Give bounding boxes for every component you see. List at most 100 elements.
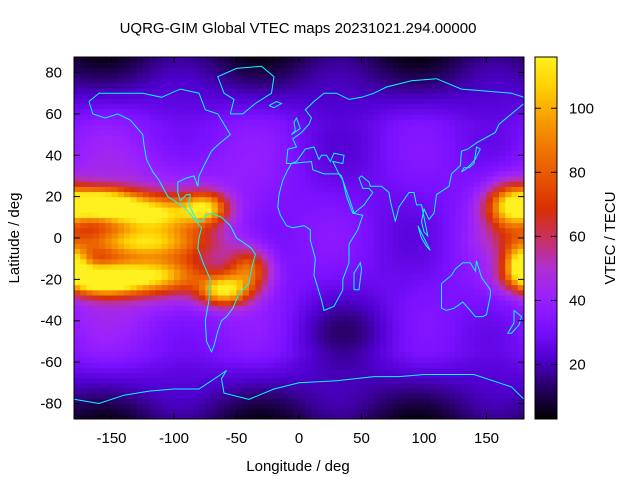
heatmap-cell — [511, 300, 519, 306]
heatmap-cell — [499, 108, 506, 115]
heatmap-cell — [492, 144, 500, 151]
heatmap-cell — [461, 289, 469, 296]
heatmap-cell — [449, 222, 456, 229]
heatmap-cell — [467, 320, 475, 327]
heatmap-cell — [430, 408, 438, 415]
heatmap-cell — [517, 289, 524, 296]
heatmap-cell — [186, 341, 194, 348]
heatmap-cell — [467, 181, 475, 187]
heatmap-cell — [430, 263, 438, 270]
heatmap-cell — [374, 186, 381, 193]
heatmap-cell — [355, 134, 363, 141]
heatmap-cell — [355, 413, 363, 419]
heatmap-cell — [411, 108, 419, 115]
heatmap-cell — [361, 108, 369, 115]
heatmap-cell — [517, 217, 524, 224]
heatmap-cell — [124, 181, 131, 187]
heatmap-cell — [180, 269, 188, 275]
heatmap-cell — [261, 175, 269, 182]
heatmap-cell — [86, 403, 94, 410]
heatmap-cell — [305, 206, 313, 213]
heatmap-cell — [311, 165, 319, 172]
heatmap-cell — [86, 284, 94, 291]
heatmap-cell — [305, 382, 313, 389]
heatmap-cell — [255, 294, 263, 301]
heatmap-cell — [280, 139, 288, 146]
heatmap-cell — [461, 88, 469, 94]
heatmap-cell — [105, 165, 113, 172]
heatmap-cell — [236, 206, 244, 213]
heatmap-cell — [286, 93, 294, 99]
heatmap-cell — [342, 243, 350, 249]
heatmap-cell — [342, 88, 350, 94]
heatmap-cell — [280, 165, 288, 172]
heatmap-cell — [155, 103, 163, 110]
heatmap-cell — [192, 382, 200, 389]
heatmap-cell — [374, 398, 381, 405]
heatmap-cell — [286, 150, 294, 156]
heatmap-cell — [142, 206, 150, 213]
heatmap-cell — [280, 336, 288, 343]
heatmap-cell — [124, 403, 131, 410]
heatmap-cell — [192, 124, 200, 130]
heatmap-cell — [155, 67, 163, 74]
heatmap-cell — [155, 351, 163, 358]
heatmap-cell — [286, 305, 294, 311]
heatmap-cell — [117, 113, 125, 120]
heatmap-cell — [330, 274, 338, 280]
heatmap-cell — [105, 217, 113, 224]
heatmap-cell — [261, 160, 269, 167]
heatmap-cell — [349, 113, 356, 120]
heatmap-cell — [517, 124, 524, 130]
heatmap-cell — [442, 103, 450, 110]
heatmap-cell — [455, 160, 463, 167]
heatmap-cell — [517, 356, 524, 363]
heatmap-cell — [211, 93, 219, 99]
heatmap-cell — [111, 238, 119, 244]
heatmap-cell — [186, 315, 194, 322]
heatmap-cell — [430, 238, 438, 244]
heatmap-cell — [305, 155, 313, 162]
heatmap-cell — [111, 377, 119, 384]
heatmap-cell — [136, 196, 144, 203]
heatmap-cell — [124, 206, 131, 213]
heatmap-cell — [355, 356, 363, 363]
heatmap-cell — [236, 217, 244, 224]
heatmap-cell — [480, 413, 488, 419]
heatmap-cell — [224, 201, 231, 208]
heatmap-cell — [486, 279, 494, 286]
heatmap-cell — [499, 253, 506, 260]
heatmap-cell — [436, 150, 444, 156]
heatmap-cell — [261, 336, 269, 343]
heatmap-cell — [392, 300, 400, 306]
heatmap-cell — [80, 119, 88, 125]
heatmap-cell — [442, 393, 450, 399]
heatmap-cell — [236, 305, 244, 311]
heatmap-cell — [74, 124, 81, 130]
heatmap-cell — [311, 62, 319, 68]
heatmap-cell — [124, 279, 131, 286]
heatmap-cell — [205, 170, 213, 177]
heatmap-cell — [180, 170, 188, 177]
heatmap-cell — [505, 227, 513, 234]
heatmap-cell — [174, 82, 181, 89]
heatmap-cell — [199, 263, 206, 270]
heatmap-cell — [486, 356, 494, 363]
heatmap-cell — [230, 269, 238, 275]
heatmap-cell — [142, 170, 150, 177]
heatmap-cell — [99, 279, 106, 286]
heatmap-cell — [161, 232, 169, 239]
heatmap-cell — [449, 372, 456, 379]
heatmap-cell — [105, 175, 113, 182]
heatmap-cell — [136, 88, 144, 94]
heatmap-cell — [74, 300, 81, 306]
heatmap-cell — [417, 191, 425, 198]
heatmap-cell — [255, 253, 263, 260]
heatmap-cell — [299, 356, 306, 363]
heatmap-cell — [305, 170, 313, 177]
heatmap-cell — [449, 243, 456, 249]
heatmap-cell — [186, 222, 194, 229]
heatmap-cell — [349, 201, 356, 208]
heatmap-cell — [167, 57, 175, 63]
heatmap-cell — [149, 367, 156, 374]
